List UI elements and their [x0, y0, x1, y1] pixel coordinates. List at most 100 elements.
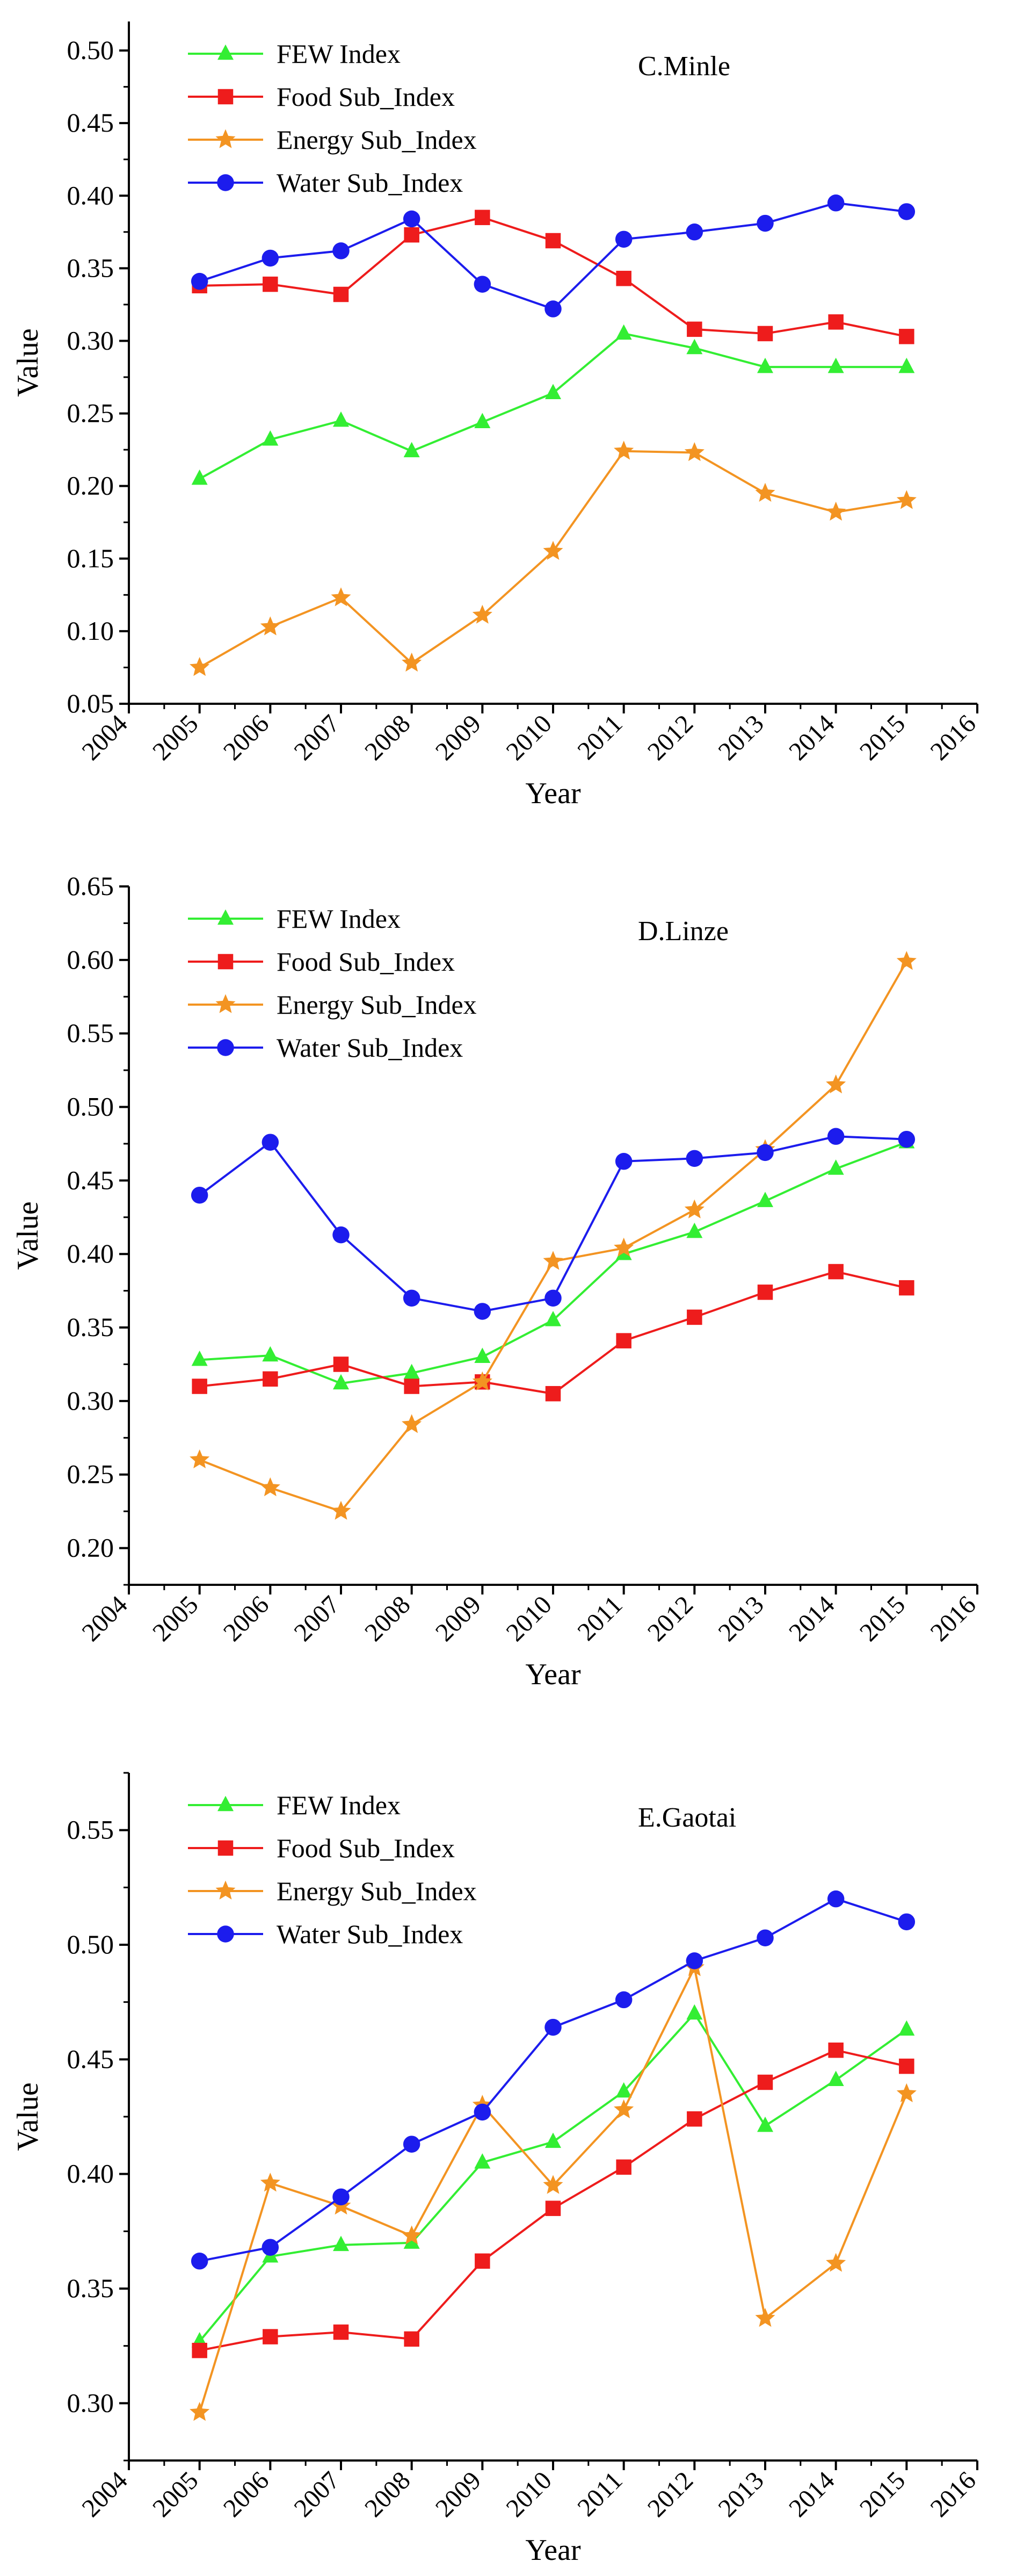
- data-point: [898, 357, 915, 373]
- data-point: [615, 1153, 633, 1170]
- data-point: [545, 1386, 561, 1402]
- data-point: [544, 1289, 562, 1307]
- series-water-sub-index: [191, 1890, 916, 2270]
- y-tick-label: 0.65: [67, 871, 114, 901]
- x-tick-label: 2010: [500, 1590, 557, 1647]
- x-tick-label: 2004: [76, 1590, 133, 1647]
- y-tick-label: 0.35: [67, 2273, 114, 2303]
- panel-label: D.Linze: [638, 916, 729, 947]
- data-point: [757, 2074, 773, 2090]
- data-point: [333, 286, 349, 302]
- y-tick-label: 0.15: [67, 543, 114, 573]
- data-point: [191, 469, 208, 485]
- data-point: [402, 2225, 422, 2245]
- data-point: [474, 2153, 491, 2169]
- panel-label: C.Minle: [638, 51, 730, 82]
- data-point: [403, 2233, 420, 2249]
- legend-label: FEW Index: [277, 39, 401, 69]
- data-point: [474, 413, 491, 429]
- data-point: [402, 652, 422, 672]
- x-tick-label: 2015: [854, 1590, 911, 1647]
- data-point: [686, 1150, 703, 1167]
- data-point: [827, 194, 845, 212]
- data-point: [614, 1237, 634, 1257]
- data-point: [545, 2200, 561, 2216]
- legend-marker: [217, 1925, 234, 1943]
- data-point: [404, 2331, 419, 2347]
- data-point: [403, 1363, 420, 1380]
- y-tick-label: 0.40: [67, 2159, 114, 2189]
- data-point: [260, 616, 280, 636]
- data-point: [899, 329, 914, 344]
- data-point: [755, 2308, 775, 2327]
- data-point: [403, 442, 420, 458]
- x-tick-label: 2008: [359, 1590, 416, 1647]
- data-point: [262, 249, 279, 267]
- data-point: [333, 1374, 349, 1390]
- y-tick-label: 0.10: [67, 616, 114, 646]
- data-point: [545, 1311, 561, 1326]
- y-tick-label: 0.45: [67, 2044, 114, 2074]
- legend-marker: [217, 954, 234, 970]
- panel-label: E.Gaotai: [638, 1802, 736, 1833]
- series-food-sub-index: [192, 1264, 914, 1402]
- legend-label: Food Sub_Index: [277, 947, 455, 977]
- x-tick-label: 2011: [572, 709, 628, 765]
- x-tick-label: 2012: [642, 709, 699, 766]
- data-point: [827, 1890, 845, 1908]
- data-point: [615, 230, 633, 248]
- chart-panel: 2004 2005 2006 2007 2008 2009 2010 2011 2012 2013…: [11, 871, 982, 1691]
- y-tick-label: 0.25: [67, 1459, 114, 1489]
- chart-panel: 2004 2005 2006 2007 2008 2009 2010 2011 2012 2013…: [11, 1772, 982, 2567]
- data-point: [545, 384, 561, 399]
- data-point: [262, 1134, 279, 1151]
- legend-marker: [215, 1880, 236, 1900]
- data-point: [332, 1226, 350, 1244]
- data-point: [828, 2043, 844, 2058]
- data-point: [899, 2058, 914, 2074]
- data-point: [543, 2175, 563, 2194]
- data-point: [615, 324, 632, 340]
- legend-marker: [217, 1039, 234, 1056]
- data-point: [757, 1929, 774, 1946]
- x-tick-label: 2016: [925, 709, 981, 766]
- data-point: [262, 1346, 279, 1362]
- data-point: [757, 214, 774, 232]
- data-point: [899, 1280, 914, 1296]
- series-food-sub-index: [192, 210, 914, 344]
- data-point: [687, 2111, 702, 2127]
- y-tick-label: 0.50: [67, 1929, 114, 1959]
- legend-label: FEW Index: [277, 1790, 401, 1820]
- legend-marker: [215, 129, 236, 148]
- data-point: [472, 604, 492, 624]
- data-point: [191, 1351, 208, 1366]
- y-tick-label: 0.25: [67, 398, 114, 428]
- data-point: [403, 2135, 420, 2153]
- data-point: [191, 1186, 208, 1204]
- y-tick-label: 0.50: [67, 1092, 114, 1122]
- data-point: [898, 203, 916, 220]
- x-tick-label: 2013: [713, 2466, 769, 2522]
- data-point: [616, 1333, 631, 1348]
- x-tick-label: 2009: [430, 1590, 486, 1647]
- data-point: [262, 2239, 279, 2256]
- legend-marker: [217, 44, 234, 60]
- legend: FEW Index Food Sub_Index Energy Sub_Index W…: [188, 904, 477, 1063]
- data-point: [896, 951, 917, 970]
- data-point: [827, 357, 844, 373]
- data-point: [826, 1074, 846, 1094]
- legend-label: Food Sub_Index: [277, 82, 455, 112]
- data-point: [191, 2253, 208, 2270]
- data-point: [404, 227, 419, 243]
- data-point: [192, 1379, 207, 1394]
- x-axis-title: Year: [525, 2534, 581, 2567]
- data-point: [898, 2020, 915, 2036]
- data-point: [828, 314, 844, 330]
- legend-marker: [217, 1795, 234, 1812]
- legend-label: FEW Index: [277, 904, 401, 934]
- series-line: [199, 332, 907, 480]
- x-tick-label: 2008: [359, 709, 416, 766]
- y-tick-label: 0.30: [67, 1386, 114, 1416]
- data-point: [333, 2235, 349, 2252]
- legend-label: Energy Sub_Index: [277, 1876, 477, 1906]
